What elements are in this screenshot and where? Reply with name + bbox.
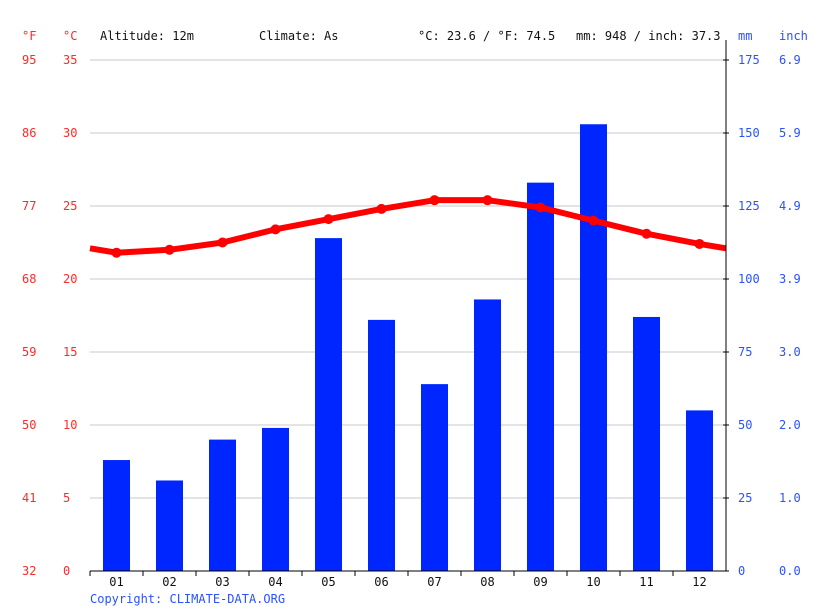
unit-mm-label: mm <box>738 29 752 43</box>
tick-label-f: 41 <box>22 491 36 505</box>
tick-label-c: 5 <box>63 491 70 505</box>
tick-label-inch: 0.0 <box>779 564 801 578</box>
temperature-point <box>217 237 228 248</box>
precip-total-label: mm: 948 / inch: 37.3 <box>576 29 721 43</box>
precip-bar <box>527 182 554 571</box>
precip-bar <box>156 480 183 571</box>
tick-label-mm: 0 <box>738 564 745 578</box>
copyright-link[interactable]: Copyright: CLIMATE-DATA.ORG <box>90 592 285 606</box>
temperature-point <box>482 195 493 206</box>
precip-bar <box>686 410 713 571</box>
tick-label-mm: 75 <box>738 345 752 359</box>
unit-f-label: °F <box>22 29 36 43</box>
tick-label-c: 35 <box>63 53 77 67</box>
x-tick-label: 03 <box>215 575 229 589</box>
tick-label-f: 32 <box>22 564 36 578</box>
unit-c-label: °C <box>63 29 77 43</box>
precip-bar <box>368 319 395 571</box>
x-tick-label: 07 <box>427 575 441 589</box>
precip-bar <box>262 427 289 571</box>
tick-label-mm: 25 <box>738 491 752 505</box>
climate-label: Climate: As <box>259 29 338 43</box>
altitude-label: Altitude: 12m <box>100 29 194 43</box>
x-tick-label: 10 <box>586 575 600 589</box>
temperature-point <box>376 203 387 214</box>
tick-label-inch: 4.9 <box>779 199 801 213</box>
tick-label-mm: 100 <box>738 272 760 286</box>
tick-label-mm: 150 <box>738 126 760 140</box>
tick-label-c: 25 <box>63 199 77 213</box>
tick-label-mm: 50 <box>738 418 752 432</box>
x-tick-label: 11 <box>639 575 653 589</box>
precip-bar <box>315 238 342 571</box>
tick-label-f: 68 <box>22 272 36 286</box>
tick-label-inch: 5.9 <box>779 126 801 140</box>
temperature-line <box>89 197 727 256</box>
x-tick-label: 12 <box>692 575 706 589</box>
temperature-point <box>270 224 281 235</box>
x-tick-label: 06 <box>374 575 388 589</box>
tick-label-c: 10 <box>63 418 77 432</box>
tick-label-c: 0 <box>63 564 70 578</box>
x-tick-label: 02 <box>162 575 176 589</box>
avg-temp-label: °C: 23.6 / °F: 74.5 <box>418 29 555 43</box>
x-tick-label: 05 <box>321 575 335 589</box>
precip-bar <box>421 384 448 571</box>
unit-inch-label: inch <box>779 29 808 43</box>
x-tick-label: 01 <box>109 575 123 589</box>
x-tick-label: 08 <box>480 575 494 589</box>
tick-label-inch: 1.0 <box>779 491 801 505</box>
tick-label-f: 77 <box>22 199 36 213</box>
temperature-point <box>535 202 546 213</box>
precip-bar <box>209 439 236 571</box>
tick-label-c: 30 <box>63 126 77 140</box>
tick-label-f: 95 <box>22 53 36 67</box>
tick-label-inch: 3.9 <box>779 272 801 286</box>
temperature-point <box>694 238 705 249</box>
precip-bar <box>474 299 501 571</box>
tick-label-mm: 175 <box>738 53 760 67</box>
tick-label-inch: 3.0 <box>779 345 801 359</box>
temperature-point <box>164 244 175 255</box>
tick-label-c: 15 <box>63 345 77 359</box>
tick-label-f: 86 <box>22 126 36 140</box>
tick-label-inch: 6.9 <box>779 53 801 67</box>
precip-bar <box>633 316 660 571</box>
temperature-point <box>641 228 652 239</box>
precip-bar <box>580 124 607 572</box>
tick-label-c: 20 <box>63 272 77 286</box>
tick-label-f: 50 <box>22 418 36 432</box>
x-tick-label: 09 <box>533 575 547 589</box>
temperature-point <box>111 247 122 258</box>
x-tick-label: 04 <box>268 575 282 589</box>
temperature-point <box>429 195 440 206</box>
tick-label-mm: 125 <box>738 199 760 213</box>
temperature-point <box>323 214 334 225</box>
precip-bar <box>103 460 130 571</box>
tick-label-f: 59 <box>22 345 36 359</box>
temperature-point <box>588 215 599 226</box>
tick-label-inch: 2.0 <box>779 418 801 432</box>
